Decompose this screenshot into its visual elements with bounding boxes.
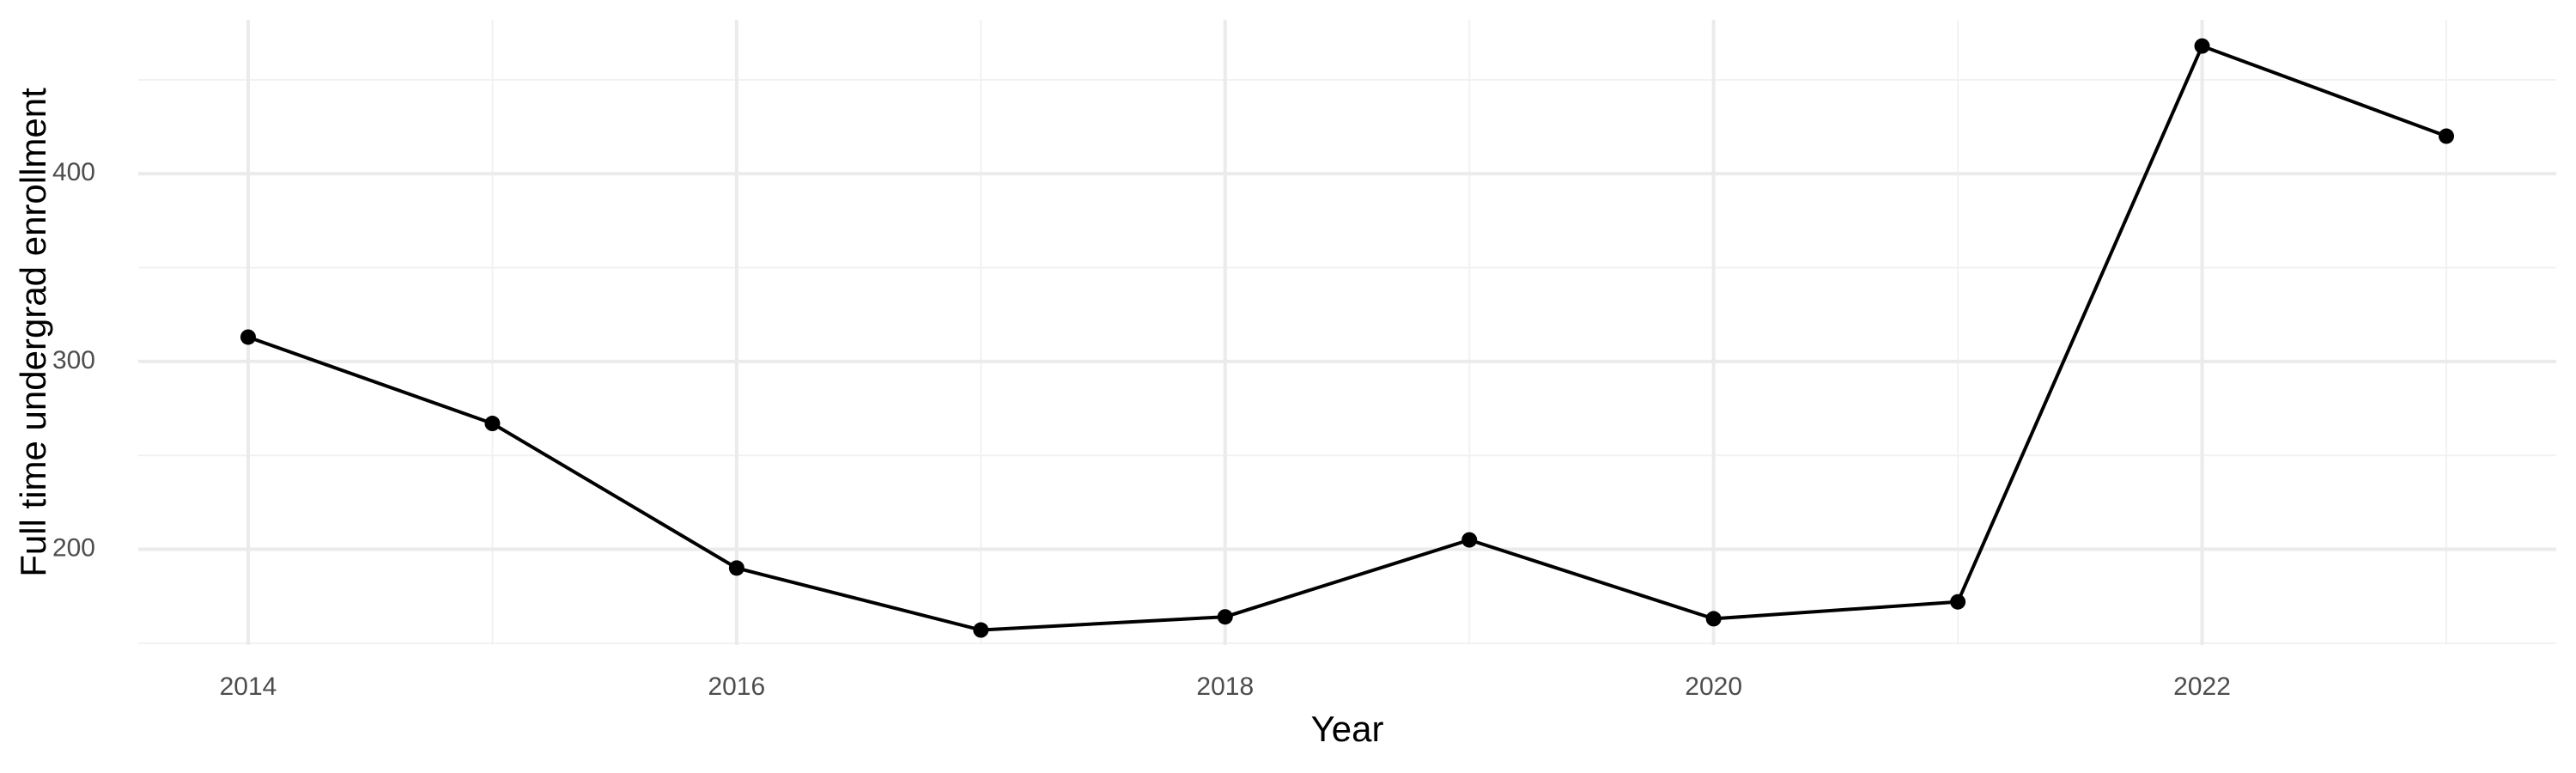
point: [728, 560, 744, 576]
point: [240, 329, 256, 345]
point: [1705, 611, 1722, 627]
x-axis-title: Year: [1311, 709, 1384, 749]
point: [2194, 38, 2210, 54]
point: [973, 622, 989, 638]
x-tick-label: 2022: [2173, 673, 2231, 701]
line: [247, 44, 2447, 632]
y-tick-label: 200: [52, 533, 95, 562]
x-tick-label: 2016: [708, 673, 766, 701]
y-tick-label: 300: [52, 346, 95, 374]
point: [1950, 593, 1966, 610]
point: [484, 416, 501, 432]
x-tick-label: 2020: [1685, 673, 1742, 701]
x-tick-label: 2014: [220, 673, 277, 701]
point: [1461, 532, 1478, 548]
point: [2439, 128, 2454, 144]
x-tick-label: 2018: [1196, 673, 1254, 701]
point: [1217, 609, 1233, 625]
y-axis-title: Full time undergrad enrollment: [13, 88, 53, 577]
y-tick-label: 400: [52, 158, 95, 186]
